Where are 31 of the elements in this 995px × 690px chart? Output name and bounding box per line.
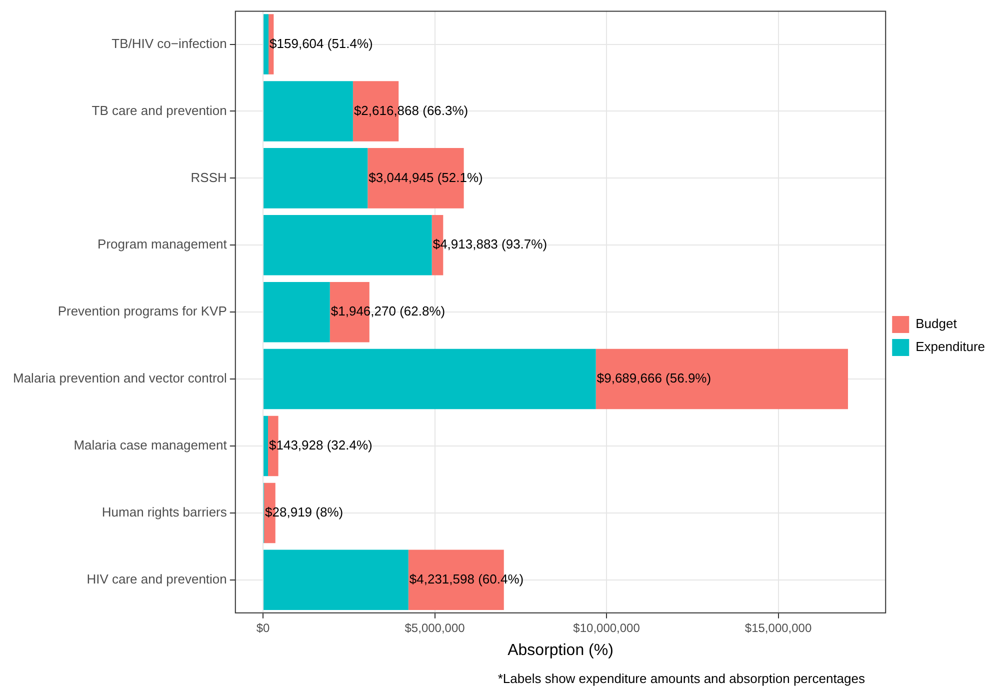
x-tick-label: $15,000,000 [744,620,812,635]
bar [264,416,268,476]
y-tick-label: RSSH [190,170,227,185]
bar [264,148,368,208]
x-axis-title: Absorption (%) [508,642,614,659]
y-tick-label: Malaria prevention and vector control [13,370,227,386]
data-label: $3,044,945 (52.1%) [368,170,483,185]
bar [264,348,596,410]
data-label: $9,689,666 (56.9%) [596,370,712,386]
bar [264,215,432,276]
y-tick-label: Program management [98,236,228,252]
y-tick-label: Malaria case management [74,438,228,453]
bar [264,550,408,610]
x-tick-label: $10,000,000 [573,620,640,635]
y-tick-label: Prevention programs for KVP [58,304,227,319]
bar [264,282,330,342]
bar [264,81,353,142]
bar [264,14,269,74]
text: *Labels show expenditure amounts and absorption percentages [498,671,866,686]
y-tick-label: TB/HIV co−infection [112,36,227,51]
legend-label: Expenditure [916,339,986,354]
x-tick-label: $5,000,000 [404,620,466,635]
legend-label: Budget [916,316,958,332]
y-tick-label: TB care and prevention [92,102,227,118]
y-tick-label: Human rights barriers [102,504,228,520]
data-label: $4,231,598 (60.4%) [409,572,524,586]
data-label: $2,616,868 (66.3%) [354,102,468,118]
x-tick-label: $0 [256,620,270,635]
bar [596,348,848,410]
data-label: $1,946,270 (62.8%) [330,304,446,319]
y-tick-label: HIV care and prevention [86,572,227,586]
